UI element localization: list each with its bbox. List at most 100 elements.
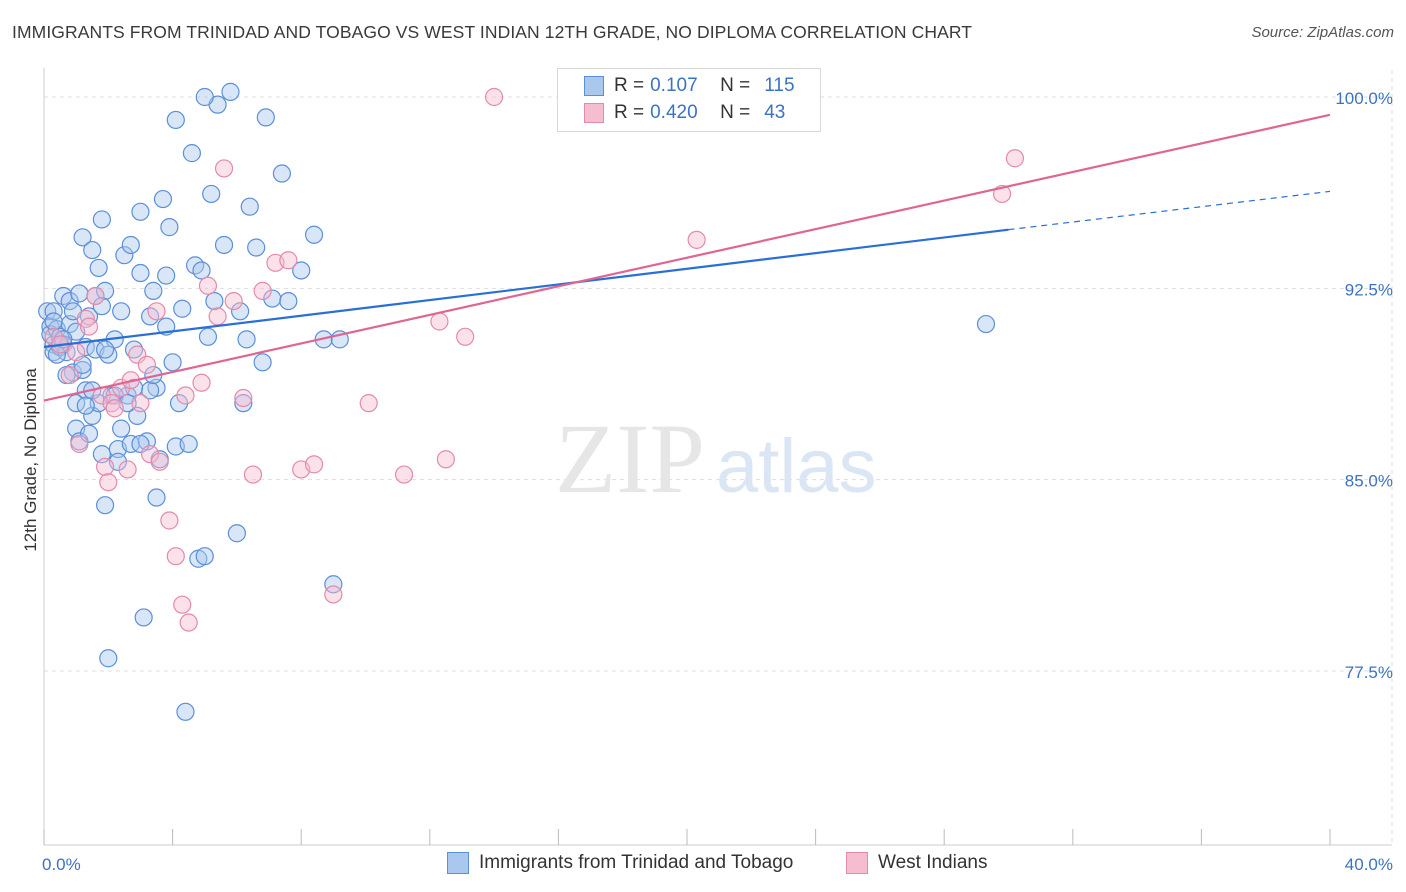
axes [43,68,1392,846]
data-point-blue [256,108,275,127]
series-blue-points [38,82,996,721]
data-point-pink [60,365,79,385]
data-point-blue [89,258,108,278]
bottom-legend-item-blue: Immigrants from Trinidad and Tobago [447,852,793,874]
data-point-pink [86,286,105,306]
data-point-blue [234,394,253,413]
y-tick-label: 92.5% [1345,280,1393,299]
data-point-pink [131,394,150,413]
legend-r-label: R = [614,75,645,96]
trend-lines [43,113,1331,402]
legend-row-blue: R = 0.107 N = 115 [584,73,795,99]
y-tick-labels: 77.5% 85.0% 92.5% 100.0% [1335,89,1393,682]
data-point-blue [237,330,256,349]
data-point-blue [121,235,140,255]
data-point-blue [144,281,163,300]
data-point-blue [160,218,179,237]
data-point-pink [394,465,414,484]
data-point-blue [95,496,115,515]
data-point-blue [173,299,192,318]
data-point-blue [44,302,63,321]
data-point-blue [73,228,92,247]
bottom-legend-item-pink: West Indians [846,852,987,874]
data-point-blue [44,312,63,331]
data-point-blue [324,575,343,594]
y-tick-label: 85.0% [1345,472,1393,491]
data-point-pink [208,307,227,326]
data-point-blue [195,547,214,566]
data-point-blue [214,235,234,255]
data-point-pink [687,230,706,249]
data-point-pink [105,399,124,418]
legend-swatch-blue [584,76,604,96]
data-point-blue [76,396,95,415]
data-point-pink [118,460,137,479]
data-point-pink [1005,149,1025,168]
data-point-blue [112,419,131,438]
data-point-blue [192,261,211,280]
data-point-blue [153,189,173,209]
data-point-blue [176,702,195,721]
watermark-atlas: atlas [716,424,877,509]
data-point-pink [147,302,166,321]
data-point-blue [112,302,131,321]
data-point-blue [231,302,250,321]
data-point-blue [99,345,118,364]
data-point-blue [272,164,292,183]
x-tick-label: 0.0% [42,855,81,874]
data-point-blue [99,649,118,668]
data-point-pink [224,291,243,311]
legend-row-pink: R = 0.420 N = 43 [584,100,785,126]
data-point-pink [253,281,272,300]
data-point-pink [79,317,99,336]
chart-title: IMMIGRANTS FROM TRINIDAD AND TOBAGO VS W… [12,22,973,42]
source-credit: Source: ZipAtlas.com [1251,24,1394,41]
data-point-pink [214,159,234,178]
data-point-blue [292,261,311,280]
stats-legend: R = 0.107 N = 115 R = 0.420 N = 43 [557,68,821,132]
x-tick-label: 40.0% [1345,855,1393,874]
data-point-blue [134,608,153,627]
data-point-pink [160,511,179,530]
trend-line-blue [43,228,1009,349]
data-point-blue [166,110,185,130]
data-point-blue [240,197,259,216]
bottom-legend-label-pink: West Indians [878,852,988,873]
bottom-legend-swatch-pink [846,852,868,874]
legend-swatch-pink [584,103,604,123]
data-point-blue [198,327,218,346]
data-point-pink [234,388,253,408]
grid-lines [44,70,1393,845]
data-point-blue [115,246,134,265]
trend-line-pink [43,113,1331,402]
data-point-pink [137,355,156,374]
data-point-blue [79,307,99,326]
series-pink-points [44,87,1025,632]
data-point-blue [147,488,166,507]
data-point-pink [67,343,86,362]
data-point-blue [157,266,176,285]
data-point-blue [253,353,272,372]
data-point-pink [304,455,324,474]
legend-n-value-blue: 115 [764,75,795,96]
data-point-blue [95,281,115,300]
data-point-blue [221,82,240,101]
data-point-pink [456,327,475,346]
legend-r-value-blue: 0.107 [650,75,698,96]
data-point-pink [485,87,504,107]
data-point-blue [124,340,144,359]
data-point-pink [99,473,118,492]
data-point-pink [179,613,198,632]
data-point-blue [131,202,150,221]
data-point-blue [60,291,79,311]
data-point-pink [140,445,160,464]
data-point-blue [304,225,324,244]
data-point-blue [83,240,102,260]
data-point-pink [359,394,378,413]
legend-r-label: R = [614,102,645,123]
data-point-pink [243,465,263,484]
data-point-pink [436,450,455,469]
trend-line-blue-extension [1008,190,1331,231]
data-point-pink [324,585,343,604]
